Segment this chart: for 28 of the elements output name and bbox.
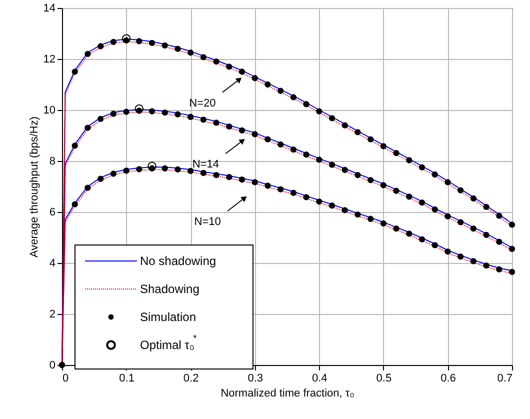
y-tick-label: 14 [43,2,56,14]
legend-label: Simulation [140,310,196,324]
y-tick-label: 12 [43,54,56,66]
x-tick-label: 0.2 [183,372,199,384]
legend-label: Optimal τ₀* [140,333,198,352]
y-tick-label: 6 [49,206,56,218]
annotation: N=20 [189,97,216,110]
x-tick-label: 0.1 [119,372,134,384]
legend-label: Shadowing [140,282,200,296]
y-tick-label: 4 [49,258,56,270]
point [134,104,144,114]
point [122,34,131,43]
y-tick-label: 10 [43,104,56,116]
y-axis-title: Average throughput (bps/Hz) [28,116,40,258]
y-tick-label: 0 [49,360,56,372]
y-tick-label: 2 [49,308,56,320]
x-tick-label: 0.6 [440,372,456,384]
legend-label: No shadowing [140,254,216,268]
x-tick-label: 0.7 [497,372,512,384]
annotation: N=10 [194,216,221,228]
x-tick-label: 0.3 [248,372,264,384]
x-axis-title: Normalized time fraction, τ₀ [220,388,354,400]
x-tick-label: 0.4 [312,372,328,384]
x-tick-label: 0 [62,372,69,384]
annotation: N=14 [192,158,219,171]
x-tick-label: 0.5 [376,372,392,384]
y-tick-label: 8 [49,156,56,168]
point [148,162,156,170]
